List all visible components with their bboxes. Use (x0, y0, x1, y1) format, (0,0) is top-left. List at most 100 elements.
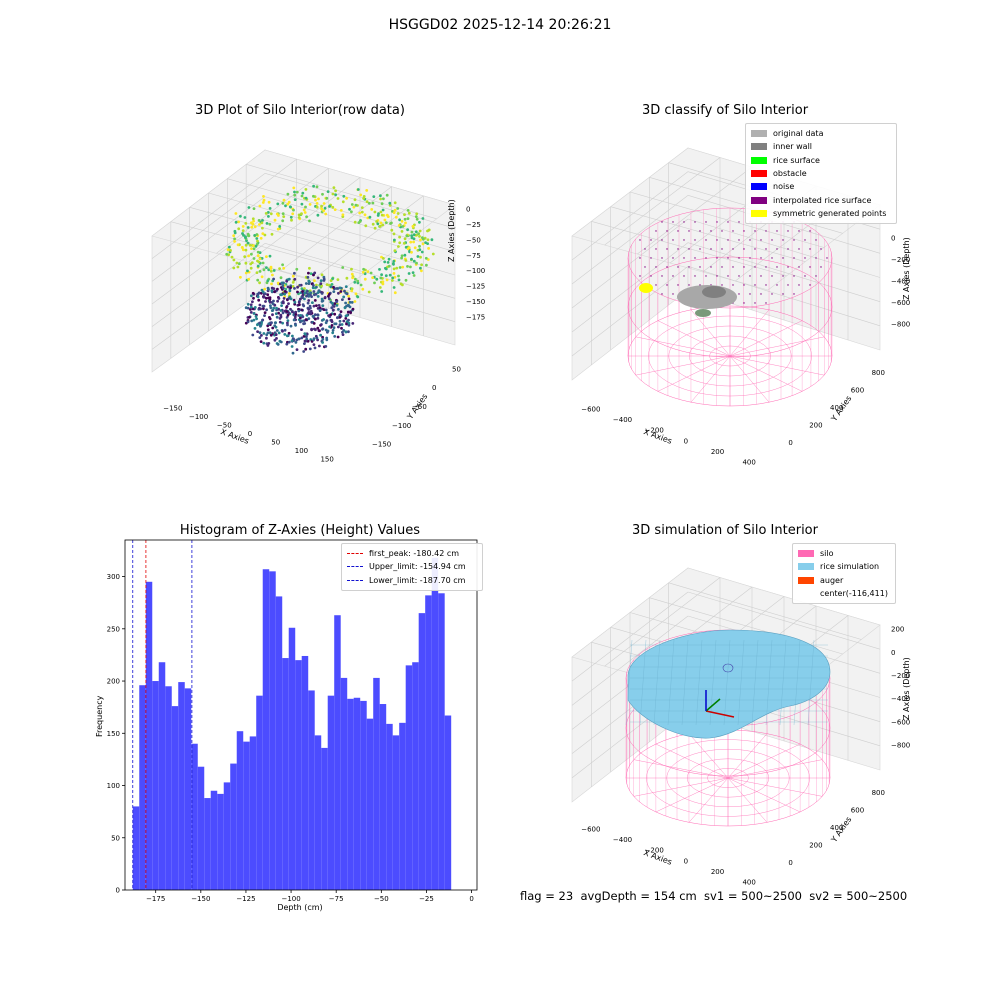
data-point (289, 307, 292, 311)
interpolated-point (749, 293, 751, 295)
data-point (411, 271, 415, 274)
data-point (350, 267, 353, 271)
data-point (336, 197, 340, 200)
data-point (285, 279, 289, 283)
data-point (276, 343, 280, 346)
data-point (341, 298, 344, 301)
data-point (251, 307, 255, 311)
data-point (339, 209, 343, 212)
interpolated-point (688, 266, 690, 268)
data-point (332, 290, 336, 293)
y-tick-label: 250 (107, 625, 120, 633)
data-point (256, 254, 260, 258)
data-point (392, 259, 396, 263)
data-point (387, 257, 391, 261)
silo-floor-spoke (729, 355, 770, 403)
data-point (325, 319, 329, 322)
histogram-bar (373, 677, 380, 890)
data-point (381, 223, 385, 227)
interpolated-point (743, 284, 745, 286)
data-point (406, 217, 410, 221)
data-point (281, 329, 284, 333)
legend-item: obstacle (751, 167, 891, 180)
data-point (332, 308, 335, 312)
interpolated-point (787, 284, 789, 286)
legend-label: noise (773, 182, 795, 192)
data-point (320, 273, 324, 277)
histogram-bar (360, 700, 367, 890)
data-point (266, 293, 270, 297)
data-point (234, 220, 238, 224)
x-tick-label: −125 (236, 895, 255, 903)
data-point (272, 299, 275, 303)
data-point (361, 287, 365, 291)
data-point (309, 312, 313, 316)
plot4-legend: silo rice simulation auger center(-116,4… (792, 543, 896, 605)
legend-label: auger (820, 575, 844, 585)
data-point (350, 287, 354, 291)
interpolated-point (672, 275, 674, 277)
data-point (311, 315, 315, 318)
data-point (287, 292, 291, 295)
data-point (407, 211, 411, 215)
interpolated-point (721, 284, 723, 286)
data-point (300, 328, 303, 331)
tick-label: 800 (872, 789, 885, 797)
data-point (350, 210, 353, 214)
data-point (328, 325, 331, 329)
interpolated-point (771, 239, 773, 241)
histogram-bar (197, 766, 205, 890)
data-point (258, 270, 262, 273)
tick-label: −100 (392, 422, 411, 430)
interpolated-point (809, 230, 811, 232)
data-point (293, 277, 297, 281)
data-point (266, 279, 270, 283)
rice-mesh-line (667, 639, 675, 726)
data-point (271, 309, 275, 312)
data-point (260, 275, 264, 279)
interpolated-point (716, 239, 718, 241)
rice-mesh-line (695, 639, 703, 726)
data-point (256, 323, 259, 327)
histogram-bar (275, 596, 283, 890)
data-point (343, 306, 347, 310)
interpolated-point (727, 221, 729, 223)
data-point (308, 266, 311, 270)
tick-label: 0 (684, 857, 688, 865)
data-point (252, 257, 256, 260)
interpolated-point (677, 230, 679, 232)
interpolated-point (683, 239, 685, 241)
silo-floor-spoke (635, 336, 731, 357)
data-point (316, 213, 320, 217)
silo-floor-spoke (727, 733, 768, 779)
data-point (291, 310, 294, 314)
data-point (313, 346, 317, 350)
interpolated-point (694, 221, 696, 223)
data-point (252, 219, 256, 223)
interpolated-point (826, 257, 828, 259)
data-point (254, 244, 258, 248)
data-point (261, 290, 265, 294)
data-point (244, 243, 248, 247)
tick-label: −125 (466, 283, 485, 291)
legend-line (347, 553, 363, 555)
data-point (287, 277, 291, 281)
data-point (303, 287, 306, 290)
data-point (292, 186, 296, 190)
data-point (283, 290, 287, 293)
interpolated-point (815, 239, 817, 241)
silo-floor-spoke (690, 355, 731, 403)
data-point (388, 273, 392, 277)
data-point (379, 276, 383, 280)
legend-item: symmetric generated points (751, 207, 891, 220)
interpolated-point (782, 257, 784, 259)
tick-label: 200 (809, 422, 822, 430)
data-point (290, 345, 294, 348)
legend-swatch (798, 590, 814, 597)
interpolated-point (721, 230, 723, 232)
data-point (417, 232, 420, 236)
rice-mesh-line (653, 639, 661, 726)
data-point (388, 201, 392, 205)
data-point (398, 266, 402, 269)
tick-label: 800 (872, 369, 885, 377)
